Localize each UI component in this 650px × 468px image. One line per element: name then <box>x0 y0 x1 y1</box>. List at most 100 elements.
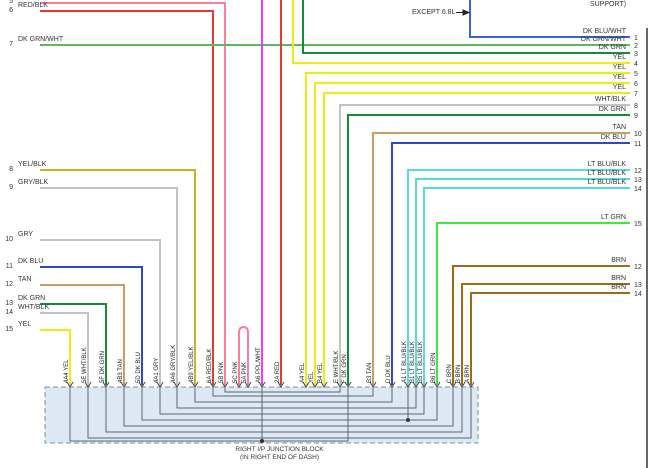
left-wire-number: 10 <box>5 236 13 243</box>
right-wire-number: 1 <box>634 35 638 42</box>
right-wire-label: LT GRN <box>600 214 626 221</box>
block-pin-label: 5D DK BLU <box>136 351 142 383</box>
right-wire-label: DK GRN/WHT <box>580 36 626 43</box>
block-pin-label: 4A6 GRY/BLK <box>171 344 177 383</box>
block-pin-label: B4 YEL <box>318 362 324 383</box>
right-wire-label: YEL <box>612 64 626 71</box>
block-pin-label: 4B3 TAN <box>118 359 124 383</box>
right-wire-label: YEL <box>612 54 626 61</box>
right-wire-number: 13 <box>634 177 642 184</box>
wire-brn-1 <box>452 265 630 385</box>
block-pin-label: YEL <box>309 371 315 383</box>
right-wire-label: BRN <box>611 275 626 282</box>
block-pin-label: 6A RED/BLK <box>207 348 213 383</box>
right-wire-label: BRN <box>611 284 626 291</box>
block-pin-label: 4B9 YEL/BLK <box>189 346 195 383</box>
block-pin-label: C BRN <box>447 364 453 383</box>
support-note: SUPPORT) <box>590 1 627 8</box>
block-pin-label: 5A PNK <box>242 361 248 383</box>
left-wire-number: 9 <box>9 184 13 191</box>
wire-red-blk <box>40 10 214 385</box>
left-wire-number: 14 <box>5 309 13 316</box>
wire-gry <box>40 239 161 385</box>
junction-block-internal-wires <box>69 388 472 442</box>
right-wire-number: 9 <box>634 113 638 120</box>
right-wire-number: 4 <box>634 61 638 68</box>
wire-gry-blk <box>40 187 178 385</box>
block-pin-label: 5E WHT/BLK <box>82 347 88 383</box>
right-wire-label: YEL <box>612 74 626 81</box>
left-wire-label: RED/BLK <box>18 2 48 9</box>
right-wire-number: 12 <box>634 168 642 175</box>
block-pin-label: 5F DK GRN <box>100 350 106 383</box>
block-pin-label: 4A1 GRY <box>154 357 160 383</box>
right-wire-label: YEL <box>612 84 626 91</box>
wire-tan-left <box>40 284 125 385</box>
right-wire-label: DK GRN <box>598 44 626 51</box>
left-wire-label: DK GRN/WHT <box>18 36 64 43</box>
wire-lt-grn <box>436 222 630 385</box>
left-wire-number: 6 <box>9 7 13 14</box>
wire-dk-grn-right <box>347 114 630 385</box>
block-pin-label: B5 LT BLU/BLK <box>418 341 424 383</box>
pin-arrow-icons <box>66 381 475 388</box>
left-wire-label: DK GRN <box>18 295 46 302</box>
block-pin-label: 5B PNK <box>219 361 225 383</box>
wire-brn-2 <box>461 283 630 385</box>
left-wire-number: 7 <box>9 41 13 48</box>
right-wire-number: 14 <box>634 186 642 193</box>
block-pin-label: A BRN <box>465 364 471 383</box>
right-wire-number: 15 <box>634 221 642 228</box>
except-arrow-icon <box>456 9 471 16</box>
block-pin-label: B BRN <box>456 364 462 383</box>
wire-yel-blk <box>40 169 196 385</box>
wire-lt-blu-blk-1 <box>407 169 630 385</box>
right-wire-number: 8 <box>634 103 638 110</box>
left-wire-number: 11 <box>5 263 13 270</box>
right-wire-number: 11 <box>634 141 642 148</box>
splice-dot <box>260 439 264 443</box>
right-wire-label: TAN <box>612 124 626 131</box>
wire-dk-blu-right <box>391 142 630 385</box>
block-pin-label: 2A RED <box>275 361 281 383</box>
wire-yel-right-2 <box>314 82 630 385</box>
wire-pnk <box>40 2 226 385</box>
right-wire-label: BRN <box>611 257 626 264</box>
right-wire-label: LT BLU/BLK <box>587 170 626 177</box>
wire-dk-blu-left <box>40 266 143 385</box>
block-pin-label: D DK BLU <box>386 355 392 383</box>
right-wire-number: 10 <box>634 131 642 138</box>
wire-brn-3 <box>470 292 630 385</box>
left-wire-label: DK BLU <box>18 258 44 265</box>
block-pin-label: B6 LT GRN <box>431 352 437 383</box>
right-wire-number: 3 <box>634 51 638 58</box>
block-pin-label: 5C PNK <box>233 361 239 383</box>
wire-lt-blu-blk-2 <box>415 178 630 385</box>
wire-lt-blu-blk-3 <box>423 187 630 385</box>
right-wire-number: 5 <box>634 71 638 78</box>
right-wire-number: 2 <box>634 43 638 50</box>
wire-tan-right <box>372 132 630 385</box>
block-pin-label: B3 TAN <box>367 362 373 383</box>
junction-block-caption-line1: RIGHT I/P JUNCTION BLOCK <box>235 446 324 453</box>
wire-dk-grn-left <box>40 303 107 385</box>
wire-yel-top <box>292 0 630 64</box>
except-note: EXCEPT 6.8L <box>412 9 456 16</box>
left-wire-label: GRY <box>18 231 34 238</box>
left-wire-number: 12 <box>5 281 13 288</box>
right-wire-label: DK BLU <box>600 134 626 141</box>
right-wire-label: WHT/BLK <box>594 96 626 103</box>
right-wire-number: 14 <box>634 291 642 298</box>
wire-wht-blk-left <box>40 312 89 385</box>
block-pin-label: A4 YEL <box>300 362 306 383</box>
wire-dk-grn-top <box>302 0 630 54</box>
left-wire-number: 13 <box>5 300 13 307</box>
wire-pnk-loop <box>238 325 249 385</box>
left-wire-label: GRY/BLK <box>18 179 49 186</box>
left-wire-label: WHT/BLK <box>18 304 50 311</box>
right-wire-label: LT BLU/BLK <box>587 179 626 186</box>
junction-block-caption: RIGHT I/P JUNCTION BLOCK (IN RIGHT END O… <box>197 446 362 462</box>
wire-yel-left <box>40 329 71 385</box>
